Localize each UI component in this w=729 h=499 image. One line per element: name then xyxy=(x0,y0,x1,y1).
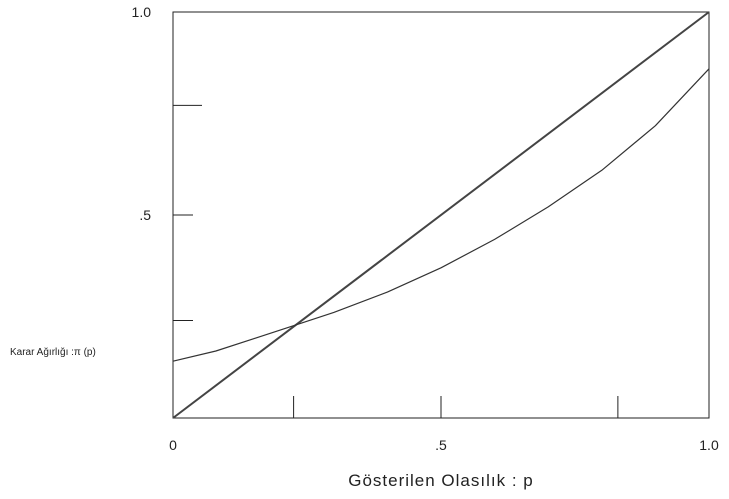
minor-ticks xyxy=(173,104,619,418)
x-tick-label: 0 xyxy=(169,437,177,453)
x-axis-title: Gösterilen Olasılık : p xyxy=(348,471,534,490)
identity-line xyxy=(172,11,710,419)
series-layer xyxy=(172,11,710,419)
y-tick-label: 1.0 xyxy=(132,4,152,20)
x-tick-label: .5 xyxy=(435,437,447,453)
y-axis-title: Karar Ağırlığı :π (p) xyxy=(10,347,96,358)
decision-weight-line xyxy=(172,68,710,362)
x-tick-label: 1.0 xyxy=(699,437,719,453)
tick-labels: 0 .5 1.0 .5 1.0 xyxy=(132,4,719,453)
y-tick-label: .5 xyxy=(139,207,151,223)
